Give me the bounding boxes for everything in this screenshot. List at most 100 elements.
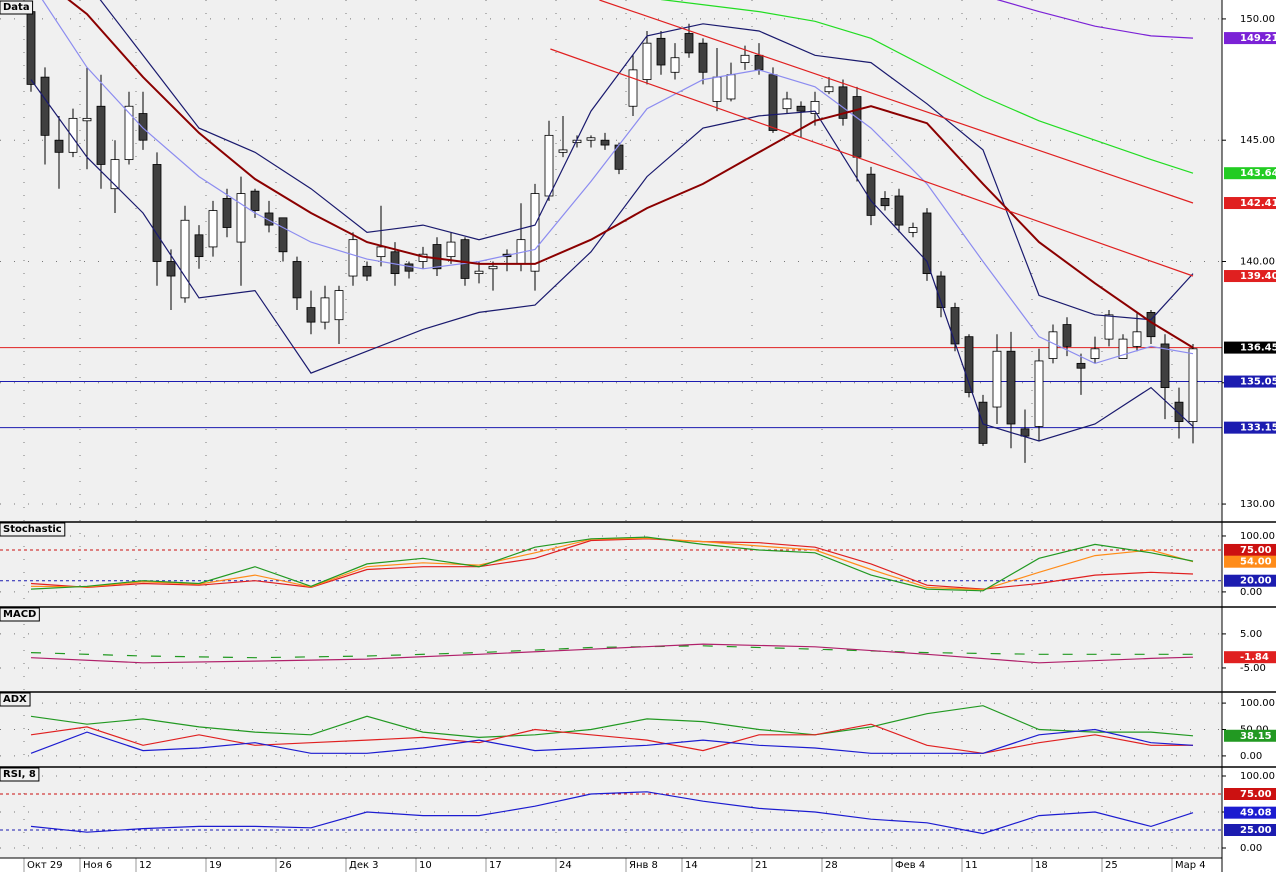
candle-body: [810, 100, 820, 114]
price-axis-background: [1222, 0, 1276, 872]
candle-body: [1062, 324, 1072, 347]
price-tag-label: 54.00: [1240, 557, 1272, 568]
y-tick-label: 140.00: [1240, 256, 1275, 267]
candle-body: [1020, 428, 1030, 437]
panel-title-box: [0, 607, 40, 622]
y-tick-label: 150.00: [1240, 14, 1275, 25]
y-tick-label: 145.00: [1240, 135, 1275, 146]
candle-body: [180, 219, 190, 299]
price-tag-label: 139.40: [1240, 271, 1276, 282]
candle-body: [446, 241, 456, 258]
date-label: Янв 8: [629, 860, 658, 871]
indicator-line: [599, 0, 1194, 204]
price-tag: [1224, 341, 1276, 354]
y-tick-label: 100.00: [1240, 698, 1275, 709]
panel-title-box: [0, 692, 31, 707]
panel: [0, 0, 1222, 505]
indicator-line: [30, 791, 1194, 835]
candle-body: [1118, 338, 1128, 359]
candle-body: [992, 350, 1002, 408]
date-label: Окт 29: [27, 860, 63, 871]
panel: [0, 702, 1222, 757]
price-tag-label: -1.84: [1240, 652, 1269, 663]
candle-body: [530, 193, 540, 272]
candle-body: [68, 117, 78, 153]
candle-body: [1160, 343, 1170, 389]
candle-body: [264, 212, 274, 226]
indicator-line: [30, 643, 1194, 664]
date-label: 17: [489, 860, 502, 871]
y-tick-label: 0.00: [1240, 587, 1262, 598]
indicator-line: [550, 48, 1194, 277]
candle-body: [194, 234, 204, 258]
price-tag-label: 143.64: [1240, 168, 1276, 179]
price-tag-label: 136.45: [1240, 343, 1276, 354]
candle-body: [250, 190, 260, 211]
candle-body: [698, 42, 708, 73]
candle-body: [796, 105, 806, 112]
price-tag: [1224, 823, 1276, 836]
candle-body: [1034, 360, 1044, 427]
y-tick-label: 100.00: [1240, 771, 1275, 782]
price-tag-label: 20.00: [1240, 576, 1272, 587]
panel-title: Stochastic: [3, 524, 62, 535]
y-tick-label: 130.00: [1240, 499, 1275, 510]
panel-title-box: [0, 767, 40, 782]
price-tag-label: 75.00: [1240, 545, 1272, 556]
candle-body: [950, 307, 960, 345]
panel-title: RSI, 8: [3, 769, 36, 780]
candle-body: [712, 76, 722, 102]
panel: [0, 775, 1222, 849]
candle-body: [824, 86, 834, 93]
time-axis-background: [0, 858, 1222, 872]
indicator-line: [30, 536, 1194, 592]
candle-body: [726, 74, 736, 100]
y-tick-label: -5.00: [1240, 663, 1266, 674]
indicator-line: [660, 0, 1194, 174]
candle-body: [852, 96, 862, 158]
candle-body: [642, 42, 652, 80]
price-tag: [1224, 574, 1276, 587]
candle-body: [124, 105, 134, 161]
date-label: 18: [1035, 860, 1048, 871]
date-label: Фев 4: [895, 860, 925, 871]
panel-title: MACD: [3, 609, 36, 620]
panel-title: ADX: [3, 694, 27, 705]
candle-body: [138, 113, 148, 141]
candle-body: [334, 290, 344, 321]
candle-body: [152, 164, 162, 262]
candle-body: [964, 336, 974, 393]
price-tag-label: 75.00: [1240, 789, 1272, 800]
candle-body: [740, 54, 750, 63]
panel: [0, 633, 1222, 669]
candle-body: [922, 212, 932, 275]
candle-body: [1076, 362, 1086, 369]
panel-title-box: [0, 0, 34, 15]
candle-body: [376, 246, 386, 258]
panel: [0, 535, 1222, 593]
price-tag: [1224, 375, 1276, 388]
candle-body: [278, 217, 288, 253]
indicator-line: [30, 723, 1193, 754]
indicator-line: [30, 705, 1194, 739]
price-tag: [1224, 787, 1276, 800]
date-label: 25: [1105, 860, 1118, 871]
candle-body: [670, 57, 680, 73]
indicator-line: [67, 0, 1194, 349]
panel-title-box: [0, 522, 66, 537]
price-tag: [1224, 555, 1276, 568]
candle-body: [754, 54, 764, 71]
candle-body: [1104, 314, 1114, 340]
date-label: 10: [419, 860, 432, 871]
candle-body: [586, 137, 596, 141]
date-label: 28: [825, 860, 838, 871]
price-tag-label: 149.21: [1240, 33, 1276, 44]
candle-body: [362, 265, 372, 277]
candle-body: [208, 210, 218, 248]
candle-body: [110, 159, 120, 190]
price-tag: [1224, 167, 1276, 180]
indicator-line: [30, 538, 1194, 590]
price-tag-label: 135.05: [1240, 377, 1276, 388]
